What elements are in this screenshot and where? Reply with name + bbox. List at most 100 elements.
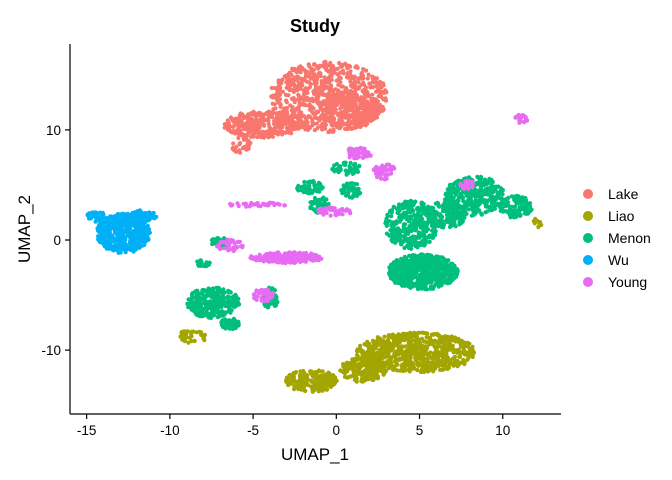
data-point	[398, 276, 403, 281]
data-point	[313, 87, 318, 93]
data-point	[323, 59, 328, 64]
data-point	[237, 115, 242, 120]
data-point	[349, 74, 354, 79]
data-point	[373, 370, 378, 375]
data-point	[428, 216, 433, 221]
data-point	[279, 118, 284, 123]
data-point	[352, 377, 357, 382]
data-point	[326, 130, 331, 135]
data-point	[387, 271, 392, 276]
data-point	[249, 123, 254, 128]
data-point	[507, 207, 512, 212]
data-point	[264, 303, 269, 308]
data-point	[429, 205, 434, 210]
data-point	[290, 107, 295, 112]
data-point	[432, 266, 437, 271]
data-point	[309, 104, 314, 109]
data-point	[316, 180, 321, 185]
data-point	[362, 111, 368, 116]
data-point	[405, 358, 410, 363]
data-point	[216, 287, 222, 292]
data-point	[424, 335, 429, 340]
data-point	[461, 347, 466, 352]
data-point	[445, 187, 450, 192]
data-point	[358, 190, 363, 196]
data-point	[216, 304, 222, 309]
data-point	[380, 105, 386, 110]
data-point	[402, 254, 407, 259]
data-point	[400, 331, 405, 337]
data-point	[283, 73, 288, 78]
data-point	[304, 184, 310, 189]
data-point	[210, 237, 216, 242]
data-point	[391, 272, 396, 277]
data-point	[374, 89, 379, 94]
data-point	[421, 339, 427, 344]
data-point	[323, 381, 328, 386]
data-point	[286, 377, 291, 382]
data-point	[320, 185, 325, 190]
data-point	[313, 197, 318, 202]
data-point	[342, 126, 348, 131]
data-point	[197, 329, 202, 334]
data-point	[516, 208, 521, 213]
data-point	[419, 231, 424, 236]
cluster-lake-1	[222, 109, 305, 140]
data-point	[345, 95, 351, 100]
data-point	[408, 334, 413, 339]
data-point	[370, 115, 375, 121]
data-point	[486, 179, 491, 185]
data-point	[291, 96, 296, 101]
data-point	[310, 373, 315, 378]
data-point	[223, 326, 228, 331]
data-point	[348, 160, 353, 165]
data-point	[332, 116, 337, 122]
data-point	[269, 85, 274, 91]
data-point	[291, 89, 296, 94]
data-point	[199, 302, 204, 307]
data-point	[354, 111, 359, 116]
data-point	[366, 347, 372, 352]
data-point	[330, 383, 335, 388]
data-point	[389, 342, 394, 347]
data-point	[311, 121, 316, 126]
data-point	[374, 76, 380, 81]
data-point	[283, 92, 288, 97]
data-point	[415, 367, 420, 372]
data-point	[432, 332, 437, 337]
data-point	[267, 125, 272, 130]
data-point	[406, 354, 411, 359]
data-point	[422, 207, 427, 212]
data-point	[436, 203, 441, 208]
data-point	[359, 378, 364, 383]
data-point	[331, 107, 336, 112]
data-point	[446, 347, 451, 352]
data-point	[322, 115, 327, 120]
data-point	[404, 243, 410, 249]
data-point	[432, 366, 437, 371]
data-point	[310, 76, 315, 81]
data-point	[402, 344, 408, 349]
data-point	[313, 201, 318, 206]
data-point	[343, 162, 348, 167]
data-point	[339, 115, 344, 121]
data-point	[415, 206, 420, 211]
data-point	[426, 235, 431, 240]
data-point	[237, 118, 242, 123]
data-point	[200, 292, 205, 297]
data-point	[365, 99, 370, 104]
data-point	[538, 220, 543, 225]
data-point	[226, 308, 232, 313]
data-point	[527, 204, 533, 209]
data-point	[309, 369, 314, 374]
data-point	[343, 89, 348, 94]
data-point	[356, 80, 361, 85]
data-point	[382, 97, 387, 102]
data-point	[302, 91, 307, 96]
data-point	[428, 259, 434, 264]
data-point	[446, 336, 451, 341]
data-point	[266, 118, 271, 123]
data-point	[337, 61, 342, 66]
data-point	[294, 115, 300, 120]
data-point	[284, 80, 289, 85]
